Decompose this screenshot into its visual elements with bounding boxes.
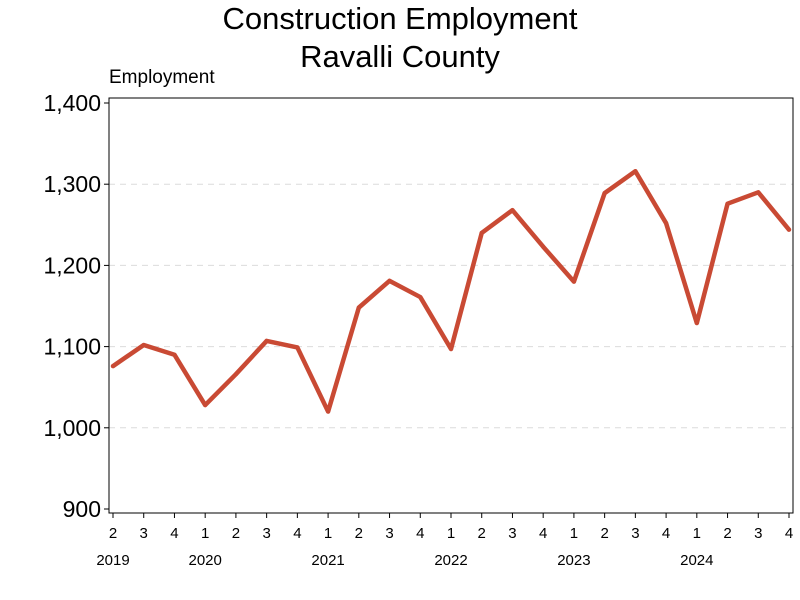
data-point <box>571 279 576 284</box>
data-point <box>111 364 115 369</box>
data-point <box>756 190 761 195</box>
x-tick-label: 2 <box>232 525 240 542</box>
data-point <box>233 372 238 377</box>
x-tick-label: 1 <box>447 525 455 542</box>
x-tick-label: 4 <box>293 525 301 542</box>
series-layer <box>110 168 792 414</box>
data-point <box>541 244 546 249</box>
y-tick-label: 1,300 <box>43 171 101 197</box>
data-point <box>326 409 331 414</box>
x-tick-label: 2 <box>478 525 486 542</box>
x-tick-label: 4 <box>416 525 424 542</box>
data-point <box>356 305 361 310</box>
series-line <box>110 168 792 414</box>
data-point <box>264 338 269 343</box>
x-tick-label: 1 <box>693 525 701 542</box>
data-point <box>510 208 515 213</box>
data-point <box>633 169 638 174</box>
x-tick-label: 3 <box>754 525 762 542</box>
x-tick-label: 4 <box>170 525 178 542</box>
data-point <box>295 345 300 350</box>
y-tick-label: 1,200 <box>43 252 101 278</box>
x-year-label: 2024 <box>680 552 713 569</box>
x-tick-label: 2 <box>355 525 363 542</box>
y-tick-label: 1,100 <box>43 334 101 360</box>
x-tick-label: 4 <box>785 525 793 542</box>
x-year-label: 2021 <box>311 552 344 569</box>
y-tick-label: 900 <box>63 496 101 522</box>
x-tick-label: 1 <box>324 525 332 542</box>
data-point <box>664 221 669 226</box>
y-tick-label: 1,000 <box>43 415 101 441</box>
x-tick-label: 2 <box>109 525 117 542</box>
x-tick-label: 1 <box>570 525 578 542</box>
y-axis-label: Employment <box>109 67 215 88</box>
x-year-label: 2023 <box>557 552 590 569</box>
x-tick-label: 3 <box>262 525 270 542</box>
y-axis: 900 1,000 1,100 1,200 1,300 1,400 <box>43 90 109 522</box>
data-point <box>141 342 146 347</box>
data-point <box>387 278 392 283</box>
data-point <box>602 191 607 196</box>
data-point <box>203 403 208 408</box>
x-tick-label: 4 <box>539 525 547 542</box>
x-tick-label: 2 <box>723 525 731 542</box>
data-point <box>418 295 423 300</box>
data-point <box>479 230 484 235</box>
data-point <box>787 227 791 232</box>
y-tick-label: 1,400 <box>43 90 101 116</box>
x-tick-label: 4 <box>662 525 670 542</box>
x-tick-label: 2 <box>600 525 608 542</box>
x-year-label: 2020 <box>188 552 221 569</box>
x-tick-label: 3 <box>631 525 639 542</box>
x-tick-label: 1 <box>201 525 209 542</box>
x-axis: 2 3 4 1 2 3 4 1 2 3 4 1 2 3 4 1 2 3 4 1 2 3 4 2019 2020 2021 2022 2… <box>96 513 793 569</box>
x-tick-label: 3 <box>508 525 516 542</box>
chart-subtitle: Ravalli County <box>300 39 500 74</box>
x-tick-label: 3 <box>385 525 393 542</box>
x-year-label: 2022 <box>434 552 467 569</box>
x-tick-label: 3 <box>140 525 148 542</box>
data-point <box>694 321 699 326</box>
data-point <box>725 201 730 206</box>
chart-title: Construction Employment <box>222 1 578 36</box>
data-point <box>449 347 453 352</box>
x-year-label: 2019 <box>96 552 129 569</box>
data-point <box>172 352 177 357</box>
